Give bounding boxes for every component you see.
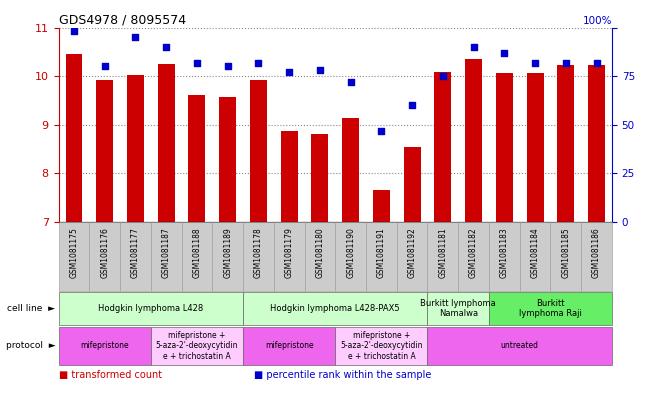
Text: GSM1081192: GSM1081192	[408, 228, 417, 278]
Text: ■ transformed count: ■ transformed count	[59, 370, 161, 380]
Point	[253, 59, 264, 66]
Text: GSM1081190: GSM1081190	[346, 228, 355, 278]
Point	[591, 59, 602, 66]
Bar	[428, 292, 489, 325]
Text: ■ percentile rank within the sample: ■ percentile rank within the sample	[254, 370, 431, 380]
Text: mifepristone: mifepristone	[265, 342, 314, 350]
Bar	[120, 222, 151, 291]
Bar	[373, 190, 390, 222]
Bar	[434, 72, 451, 222]
Point	[191, 59, 202, 66]
Bar	[551, 222, 581, 291]
Text: GDS4978 / 8095574: GDS4978 / 8095574	[59, 13, 186, 26]
Point	[468, 44, 478, 50]
Point	[100, 63, 110, 70]
Bar	[305, 222, 335, 291]
Point	[161, 44, 171, 50]
Bar	[151, 222, 182, 291]
Bar	[404, 147, 421, 222]
Text: cell line  ►: cell line ►	[7, 304, 55, 313]
Bar	[66, 54, 83, 222]
Text: 100%: 100%	[583, 16, 612, 26]
Bar	[465, 59, 482, 222]
Bar	[243, 327, 335, 365]
Text: GSM1081175: GSM1081175	[70, 228, 79, 278]
Bar	[59, 292, 243, 325]
Bar	[557, 66, 574, 222]
Point	[284, 69, 294, 75]
Bar	[428, 327, 612, 365]
Point	[130, 34, 141, 40]
Bar	[581, 222, 612, 291]
Point	[561, 59, 571, 66]
Bar	[311, 134, 328, 222]
Bar	[428, 222, 458, 291]
Text: mifepristone +
5-aza-2'-deoxycytidin
e + trichostatin A: mifepristone + 5-aza-2'-deoxycytidin e +…	[340, 331, 422, 361]
Text: GSM1081179: GSM1081179	[284, 228, 294, 278]
Bar	[89, 222, 120, 291]
Text: GSM1081181: GSM1081181	[438, 228, 447, 278]
Text: Burkitt
lymphoma Raji: Burkitt lymphoma Raji	[519, 299, 582, 318]
Bar	[243, 292, 428, 325]
Bar	[519, 222, 551, 291]
Text: Hodgkin lymphoma L428-PAX5: Hodgkin lymphoma L428-PAX5	[270, 304, 400, 313]
Text: GSM1081186: GSM1081186	[592, 228, 601, 278]
Text: Burkitt lymphoma
Namalwa: Burkitt lymphoma Namalwa	[421, 299, 496, 318]
Bar	[127, 75, 144, 222]
Text: GSM1081184: GSM1081184	[531, 228, 540, 278]
Bar	[219, 97, 236, 222]
Bar	[151, 327, 243, 365]
Text: GSM1081187: GSM1081187	[161, 228, 171, 278]
Text: GSM1081188: GSM1081188	[193, 228, 201, 278]
Text: GSM1081176: GSM1081176	[100, 228, 109, 278]
Bar	[496, 73, 513, 222]
Bar	[182, 222, 212, 291]
Text: mifepristone: mifepristone	[80, 342, 129, 350]
Text: mifepristone +
5-aza-2'-deoxycytidin
e + trichostatin A: mifepristone + 5-aza-2'-deoxycytidin e +…	[156, 331, 238, 361]
Point	[530, 59, 540, 66]
Bar	[59, 222, 89, 291]
Bar	[366, 222, 396, 291]
Bar	[96, 80, 113, 222]
Text: untreated: untreated	[501, 342, 539, 350]
Bar	[489, 292, 612, 325]
Bar	[189, 95, 205, 222]
Bar	[274, 222, 305, 291]
Text: GSM1081182: GSM1081182	[469, 228, 478, 278]
Point	[314, 67, 325, 73]
Point	[69, 28, 79, 35]
Bar	[342, 118, 359, 222]
Point	[437, 73, 448, 79]
Bar	[489, 222, 519, 291]
Point	[499, 50, 510, 56]
Point	[346, 79, 356, 85]
Text: GSM1081191: GSM1081191	[377, 228, 386, 278]
Text: protocol  ►: protocol ►	[6, 342, 55, 350]
Bar	[527, 73, 544, 222]
Bar	[212, 222, 243, 291]
Point	[223, 63, 233, 70]
Bar	[243, 222, 274, 291]
Bar	[158, 64, 174, 222]
Bar	[396, 222, 428, 291]
Text: GSM1081177: GSM1081177	[131, 228, 140, 278]
Text: Hodgkin lymphoma L428: Hodgkin lymphoma L428	[98, 304, 204, 313]
Point	[407, 102, 417, 108]
Text: GSM1081185: GSM1081185	[561, 228, 570, 278]
Bar	[59, 327, 151, 365]
Text: GSM1081189: GSM1081189	[223, 228, 232, 278]
Point	[376, 127, 387, 134]
Text: GSM1081178: GSM1081178	[254, 228, 263, 278]
Bar	[588, 65, 605, 222]
Bar	[335, 222, 366, 291]
Bar	[458, 222, 489, 291]
Bar	[335, 327, 428, 365]
Bar	[250, 80, 267, 222]
Text: GSM1081183: GSM1081183	[500, 228, 509, 278]
Bar	[281, 130, 298, 222]
Text: GSM1081180: GSM1081180	[315, 228, 324, 278]
